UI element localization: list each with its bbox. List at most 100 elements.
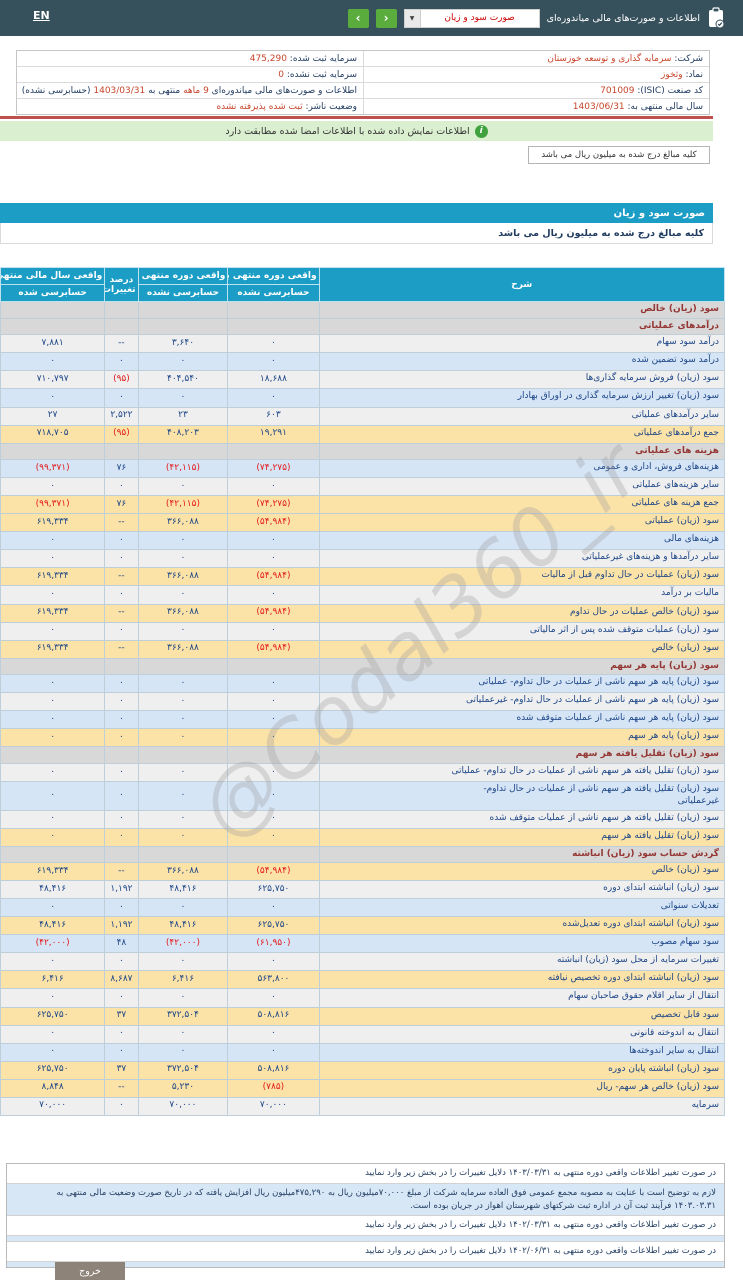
table-row: سود (زیان) تقلیل یافته هر سهم ناشی از عم… — [0, 781, 726, 811]
value-cell: (۵۴,۹۸۴) — [227, 862, 320, 882]
cell-value: ۳۷۲,۵۰۴ — [167, 1010, 199, 1021]
cell-value: ۱۸,۶۸۸ — [259, 374, 287, 385]
next-statement-button[interactable]: › — [347, 8, 369, 28]
value-cell: ۰ — [137, 1024, 229, 1044]
table-row: سود (زیان) عملیات در حال تداوم قبل از ما… — [0, 567, 726, 587]
row-label: سرمایه — [318, 1096, 726, 1116]
row-label: سود (زیان) تقلیل یافته هر سهم ناشی از عم… — [318, 781, 726, 811]
row-label: سود (زیان) پایه هر سهم — [318, 728, 726, 748]
cell-value: ۶,۴۱۶ — [171, 974, 195, 985]
value-cell: -- — [104, 603, 139, 623]
value-cell: ۰ — [104, 531, 139, 551]
cell-value: ۰ — [118, 392, 124, 403]
value-cell: ۰ — [137, 710, 229, 730]
value-cell: ۰ — [104, 352, 139, 372]
info-label: سرمایه ثبت نشده: — [283, 69, 357, 80]
row-label-text: سود (زیان) پایه هر سهم ناشی از عملیات مت… — [516, 713, 719, 724]
row-label: سایر درآمدها و هزینه‌های غیرعملیاتی — [318, 549, 726, 569]
value-cell: ۰ — [0, 809, 106, 829]
value-cell: (۷۴,۲۷۵) — [227, 495, 320, 515]
statement-selector-value: صورت سود و زیان — [444, 13, 515, 23]
row-label-text: سود (زیان) عملیات متوقف شده پس از اثر ما… — [529, 624, 719, 635]
table-row: سود (زیان) عملیات متوقف شده پس از اثر ما… — [0, 621, 726, 641]
empty-cell — [137, 657, 229, 676]
cell-value: ۴۸,۴۱۶ — [39, 920, 67, 931]
value-cell: ۰ — [104, 781, 139, 811]
signature-banner: i اطلاعات نمایش داده شده با اطلاعات امضا… — [0, 121, 713, 141]
cell-value: ۰ — [271, 677, 276, 688]
value-cell: ۰ — [137, 621, 229, 641]
table-row: سود (زیان) تقلیل یافته هر سهم ناشی از عم… — [0, 809, 726, 829]
chevron-down-icon[interactable]: ▼ — [404, 9, 421, 27]
top-bar-controls: اطلاعات و صورت‌های مالی میاندوره‌ای صورت… — [347, 0, 725, 36]
cell-value: ۰ — [271, 356, 276, 367]
cell-value: -- — [118, 865, 125, 876]
info-label: منتهی به — [145, 85, 184, 96]
row-label-text: سود (زیان) پایه هر سهم ناشی از عملیات در… — [478, 677, 719, 688]
cell-value: (۹۹,۳۷۱) — [35, 462, 70, 473]
value-cell: ۰ — [137, 809, 229, 829]
value-cell: ۰ — [0, 728, 106, 748]
value-cell: ۰ — [227, 549, 320, 569]
cell-value: ۰ — [50, 392, 56, 403]
row-label-text: سود (زیان) عملیات در حال تداوم قبل از ما… — [541, 570, 719, 581]
cell-value: ۰ — [50, 813, 56, 824]
cell-value: ۴۸ — [116, 938, 127, 949]
cell-value: ۱,۱۹۲ — [110, 920, 133, 931]
prev-statement-button[interactable]: ‹ — [375, 8, 397, 28]
value-cell: ۰ — [137, 352, 229, 372]
cell-value: ۲۳ — [178, 410, 188, 421]
cell-value: ۰ — [50, 553, 56, 564]
empty-cell — [227, 442, 320, 461]
section-label: سود (زیان) تقلیل یافته هر سهم — [318, 746, 726, 765]
cell-value: ۶,۴۱۶ — [41, 974, 64, 985]
cell-value: -- — [118, 517, 125, 528]
info-label: وضعیت ناشر: — [302, 101, 357, 112]
col-subheader-unaudited-1: حسابرسی نشده — [227, 284, 320, 302]
table-row: هزینه‌های مالی ۰ ۰ ۰ ۰ — [0, 531, 726, 551]
cell-value: ۰ — [50, 766, 56, 777]
cell-value: ۰ — [50, 356, 56, 367]
cell-value: (۹۵) — [113, 428, 130, 439]
value-cell: ۰ — [0, 781, 106, 811]
cell-value: ۰ — [50, 789, 56, 800]
value-cell: ۰ — [137, 827, 229, 847]
cell-value: ۷۰,۰۰۰ — [259, 1100, 287, 1111]
cell-value: ۵۰۸,۸۱۶ — [257, 1010, 290, 1021]
cell-value: ۰ — [180, 766, 186, 777]
exit-button[interactable]: خروج — [55, 1262, 125, 1280]
income-statement-table: شرح واقعی دوره منتهی به ۱۴۰۳/۰۳/۳۱ واقعی… — [0, 267, 726, 1116]
cell-value: ۷۰,۰۰۰ — [39, 1100, 67, 1111]
language-link[interactable]: EN — [33, 9, 50, 22]
cell-value: ۴۸,۴۱۶ — [169, 883, 197, 894]
cell-value: ۷۱۰,۷۹۷ — [36, 374, 69, 385]
cell-value: ۶۲۵,۷۵۰ — [257, 883, 290, 894]
value-cell: ۴۸,۴۱۶ — [0, 916, 106, 936]
info-value: 0 — [278, 69, 284, 80]
row-label-text: سود (زیان) انباشته ابتدای دوره تعدیل‌شده — [562, 919, 719, 930]
value-cell: ۰ — [0, 585, 106, 605]
cell-value: ۳۷ — [116, 1064, 127, 1075]
statement-selector[interactable]: صورت سود و زیان ▼ — [403, 8, 540, 28]
empty-cell — [0, 845, 106, 864]
empty-cell — [227, 301, 320, 319]
cell-value: ۰ — [271, 992, 276, 1003]
cell-value: ۶۲۵,۷۵۰ — [36, 1064, 69, 1075]
company-info-cell-left: سرمایه ثبت نشده: 0 — [17, 67, 363, 83]
value-cell: -- — [104, 334, 139, 354]
cell-value: (۵۴,۹۸۴) — [256, 517, 291, 528]
cell-value: ۰ — [180, 732, 186, 743]
table-row: سود (زیان) خالص (۵۴,۹۸۴) ۳۶۶,۰۸۸ -- ۶۱۹,۳۳۴ — [0, 639, 726, 659]
value-cell: (۹۵) — [104, 424, 139, 444]
value-cell: ۶۲۵,۷۵۰ — [227, 880, 320, 900]
row-label-text: سود قابل تخصیص — [650, 1009, 719, 1020]
change-note-instruction: در صورت تغییر اطلاعات واقعی دوره منتهی ب… — [7, 1242, 724, 1262]
cell-value: ۰ — [118, 956, 124, 967]
cell-value: ۰ — [118, 766, 124, 777]
table-row: جمع درآمدهای عملیاتی ۱۹,۲۹۱ ۴۰۸,۲۰۳ (۹۵) ۷۱۸… — [0, 424, 726, 444]
value-cell: ۰ — [137, 692, 229, 712]
row-label-text: هزینه‌های فروش، اداری و عمومی — [593, 462, 719, 473]
row-label-text: جمع درآمدهای عملیاتی — [633, 427, 719, 438]
cell-value: ۰ — [271, 589, 276, 600]
row-label: سود (زیان) تغییر ارزش سرمایه گذاری در او… — [318, 388, 726, 408]
